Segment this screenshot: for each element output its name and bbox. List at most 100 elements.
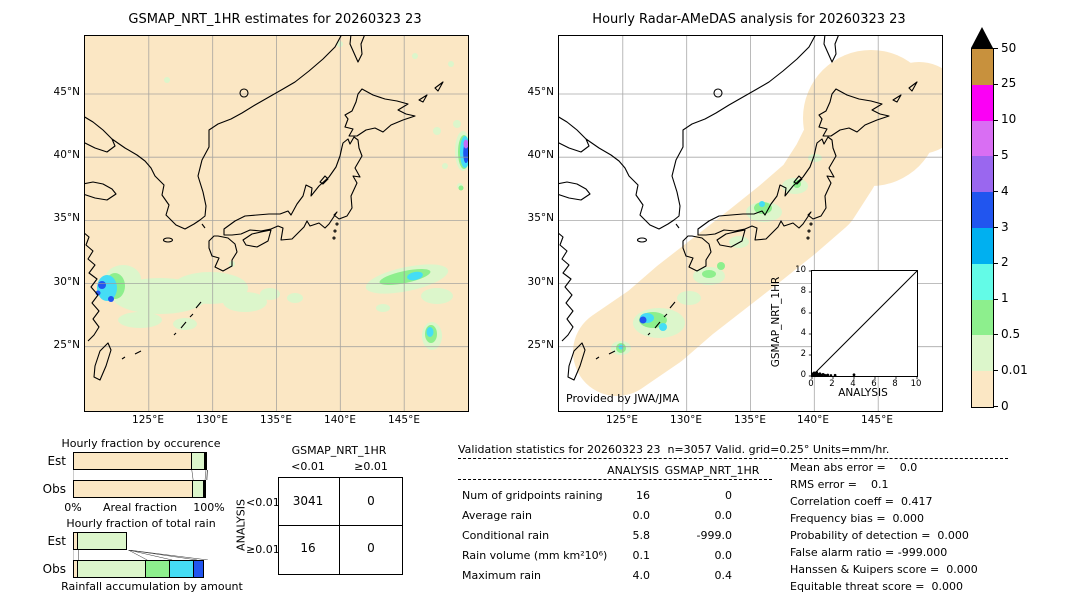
- inset-y-tick-label: 2: [800, 348, 806, 359]
- stats-value: 4.0: [632, 569, 651, 582]
- est-label: Est: [47, 534, 66, 548]
- inset-y-tick-label: 0: [800, 369, 806, 380]
- score-line: False alarm ratio = -999.000: [790, 546, 948, 559]
- contingency-table: [278, 477, 403, 575]
- obs-label: Obs: [42, 482, 66, 496]
- contingency-title: GSMAP_NRT_1HR: [291, 444, 387, 457]
- right-map-title: Hourly Radar-AMeDAS analysis for 2026032…: [592, 12, 906, 27]
- colorbar-tick-label: 2: [1001, 255, 1009, 270]
- ribbon-line: [192, 470, 193, 480]
- colorbar: [971, 48, 994, 408]
- stats-value: -999.0: [696, 529, 732, 542]
- occurrence-est-bar: [73, 452, 208, 470]
- stats-row-label: Num of gridpoints raining: [462, 489, 603, 502]
- gsmap-violet-dot: [463, 139, 468, 149]
- scatter-point: [815, 370, 819, 374]
- longitude-tick: 125°E: [132, 414, 164, 426]
- scatter-point: [829, 374, 833, 377]
- bar-segment: [77, 532, 128, 550]
- bar-segment: [73, 452, 192, 470]
- stats-value: 0.0: [714, 549, 733, 562]
- colorbar-tick-label: 3: [1001, 219, 1009, 234]
- inset-plot-frame: [811, 270, 918, 377]
- stats-row-label: Maximum rain: [462, 569, 541, 582]
- contingency-col-header: <0.01: [291, 460, 325, 473]
- latitude-tick: 35°N: [53, 212, 80, 224]
- colorbar-segment: [972, 84, 993, 121]
- colorbar-tick: [993, 370, 998, 372]
- longitude-tick: 130°E: [670, 414, 702, 426]
- latitude-tick: 25°N: [527, 339, 554, 351]
- one-to-one-line: [812, 271, 917, 376]
- colorbar-tick: [993, 83, 998, 85]
- bar-segment: [169, 560, 195, 578]
- inset-y-tick-label: 10: [795, 264, 806, 275]
- ribbon-line: [207, 470, 208, 480]
- colorbar-segment: [972, 49, 993, 85]
- longitude-tick: 135°E: [734, 414, 766, 426]
- colorbar-tick: [993, 334, 998, 336]
- ribbon-line: [128, 550, 147, 560]
- latitude-tick: 40°N: [53, 149, 80, 161]
- occurrence-obs-bar: [73, 480, 208, 498]
- colorbar-segment: [972, 371, 993, 407]
- colorbar-tick: [993, 48, 998, 49]
- latitude-tick: 40°N: [527, 149, 554, 161]
- credit-text: Provided by JWA/JMA: [566, 392, 680, 405]
- inset-x-tick-label: 2: [829, 379, 835, 389]
- total-rain-chart-title: Hourly fraction of total rain: [66, 517, 216, 530]
- occurrence-connector-ribbon: [73, 470, 208, 480]
- contingency-cell: 0: [367, 541, 375, 555]
- dashed-divider: [458, 458, 1008, 459]
- longitude-tick: 140°E: [797, 414, 829, 426]
- stats-row-label: Conditional rain: [462, 529, 550, 542]
- colorbar-segment: [972, 120, 993, 157]
- longitude-tick: 130°E: [196, 414, 228, 426]
- inset-y-tick-label: 4: [800, 327, 806, 338]
- gsmap-map-frame: [84, 35, 469, 412]
- colorbar-segment: [972, 192, 993, 228]
- longitude-tick: 125°E: [606, 414, 638, 426]
- areal-fraction-label: Areal fraction: [102, 501, 178, 514]
- longitude-tick: 145°E: [861, 414, 893, 426]
- scatter-point: [852, 373, 856, 377]
- colorbar-overflow-triangle: [971, 27, 993, 48]
- scatter-point: [826, 373, 830, 377]
- colorbar-tick: [993, 262, 998, 264]
- x-tick-0pct: 0%: [64, 501, 82, 514]
- colorbar-segment: [972, 156, 993, 193]
- contingency-col-header: ≥0.01: [354, 460, 388, 473]
- latitude-tick: 45°N: [53, 86, 80, 98]
- bar-segment: [193, 560, 204, 578]
- contingency-cell: 0: [367, 494, 375, 508]
- bar-segment: [204, 452, 207, 470]
- score-line: Frequency bias = 0.000: [790, 512, 925, 525]
- score-line: Probability of detection = 0.000: [790, 529, 969, 542]
- latitude-tick: 45°N: [527, 86, 554, 98]
- colorbar-tick-label: 0: [1001, 398, 1009, 413]
- bar-segment: [77, 560, 147, 578]
- colorbar-segment: [972, 299, 993, 336]
- stats-col-header: ANALYSIS: [607, 464, 659, 477]
- colorbar-tick: [993, 155, 998, 157]
- contingency-cell: 16: [300, 541, 316, 555]
- colorbar-tick-label: 50: [1001, 40, 1017, 55]
- latitude-tick: 30°N: [527, 276, 554, 288]
- x-tick-100pct: 100%: [193, 501, 225, 514]
- colorbar-tick-label: 0.5: [1001, 326, 1021, 341]
- colorbar-tick: [993, 406, 998, 407]
- inset-scatter-svg: [812, 271, 917, 376]
- stats-value: 0.0: [632, 509, 651, 522]
- left-map-title: GSMAP_NRT_1HR estimates for 20260323 23: [128, 12, 422, 27]
- validation-title: Validation statistics for 20260323 23 n=…: [458, 443, 890, 456]
- stats-value: 0.0: [714, 509, 733, 522]
- contingency-row-header: <0.01: [246, 496, 280, 509]
- total-rain-est-bar: [73, 532, 208, 550]
- total-rain-obs-bar: [73, 560, 208, 578]
- inset-y-tick-label: 6: [800, 306, 806, 317]
- colorbar-tick: [993, 227, 998, 228]
- inset-x-tick-label: 10: [910, 379, 922, 389]
- obs-label: Obs: [42, 562, 66, 576]
- stats-col-header: GSMAP_NRT_1HR: [664, 464, 760, 477]
